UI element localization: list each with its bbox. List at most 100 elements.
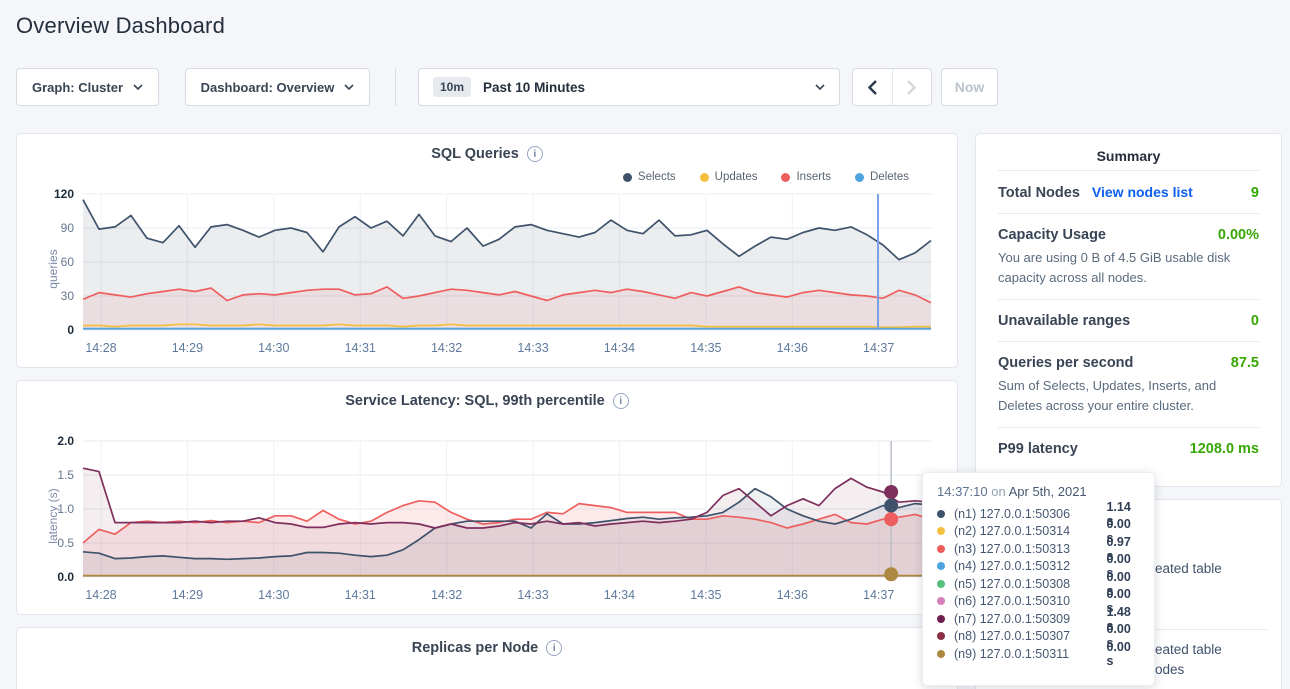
svg-text:0.0: 0.0 (57, 570, 74, 584)
svg-text:2.0: 2.0 (57, 434, 74, 448)
summary-label: Queries per second (998, 355, 1134, 371)
summary-panel: Summary Total Nodes View nodes list 9 Ca… (975, 133, 1282, 487)
summary-value: 9 (1250, 185, 1259, 201)
sql-queries-title: SQL Queries i (17, 146, 957, 162)
svg-text:14:29: 14:29 (172, 588, 203, 602)
svg-text:120: 120 (54, 187, 74, 201)
chevron-down-icon (133, 84, 143, 90)
summary-subtext: You are using 0 B of 4.5 GiB usable disk… (998, 250, 1231, 285)
svg-text:14:28: 14:28 (85, 341, 116, 355)
legend-dot-icon (622, 172, 632, 182)
svg-text:14:28: 14:28 (85, 588, 116, 602)
summary-label: Capacity Usage (998, 227, 1106, 243)
node-color-dot-icon (937, 649, 945, 658)
svg-text:14:34: 14:34 (604, 341, 635, 355)
node-color-dot-icon (937, 509, 945, 518)
svg-text:14:33: 14:33 (517, 588, 548, 602)
tooltip-date: Apr 5th, 2021 (1008, 484, 1087, 499)
svg-text:0.5: 0.5 (57, 536, 74, 550)
summary-row-total-nodes: Total Nodes View nodes list 9 (998, 170, 1259, 213)
summary-label: Total Nodes (998, 185, 1080, 201)
chart-legend: Selects Updates Inserts Deletes (622, 171, 909, 183)
now-button[interactable]: Now (941, 68, 998, 106)
tooltip-time: 14:37:10 (937, 484, 988, 499)
service-latency-title: Service Latency: SQL, 99th percentile i (17, 393, 957, 409)
event-text-fragment: odes (1155, 662, 1185, 677)
event-text-fragment: eated table (1155, 561, 1222, 576)
summary-value: 87.5 (1230, 355, 1259, 371)
tooltip-on: on (991, 484, 1006, 499)
chart-title-text: Service Latency: SQL, 99th percentile (345, 393, 605, 409)
svg-text:14:35: 14:35 (690, 588, 721, 602)
chevron-left-icon (867, 79, 877, 95)
toolbar-divider (395, 68, 396, 106)
dashboard-dropdown[interactable]: Dashboard: Overview (185, 68, 370, 106)
svg-text:14:30: 14:30 (258, 588, 289, 602)
node-color-dot-icon (937, 544, 945, 553)
legend-item-deletes[interactable]: Deletes (855, 171, 909, 183)
time-next-button[interactable] (892, 69, 931, 105)
svg-text:60: 60 (61, 255, 75, 269)
summary-value: 0 (1250, 313, 1259, 329)
tooltip-row: (n9) 127.0.0.1:50311 0.00 s (937, 640, 1140, 668)
replicas-per-node-title: Replicas per Node i (17, 640, 957, 656)
tooltip-row: (n2) 127.0.0.1:50314 0.00 s (937, 517, 1140, 545)
svg-text:14:32: 14:32 (431, 341, 462, 355)
tooltip-row: (n1) 127.0.0.1:50306 1.14 s (937, 500, 1140, 528)
service-latency-panel: Service Latency: SQL, 99th percentile i … (16, 380, 958, 615)
sql-queries-chart[interactable]: 0 30 60 90 120 14:28 14:29 14:30 14:31 14:32 14:33… (17, 182, 959, 358)
replicas-per-node-panel: Replicas per Node i (16, 627, 958, 689)
view-nodes-list-link[interactable]: View nodes list (1091, 184, 1193, 200)
node-color-dot-icon (937, 614, 945, 623)
summary-value: 0.00% (1217, 227, 1259, 243)
svg-text:14:34: 14:34 (604, 588, 635, 602)
time-range-badge: 10m (433, 77, 472, 97)
dashboard-dropdown-label: Dashboard: Overview (200, 79, 335, 95)
legend-dot-icon (855, 172, 864, 182)
info-icon[interactable]: i (526, 146, 543, 162)
time-prev-button[interactable] (853, 69, 893, 105)
chart-title-text: Replicas per Node (411, 640, 539, 656)
time-range-dropdown[interactable]: 10m Past 10 Minutes (418, 68, 840, 106)
legend-item-inserts[interactable]: Inserts (781, 171, 831, 183)
svg-text:14:29: 14:29 (172, 341, 203, 355)
graph-dropdown[interactable]: Graph: Cluster (16, 68, 159, 106)
tooltip-row: (n7) 127.0.0.1:50309 1.48 s (937, 605, 1140, 633)
summary-row-p99-latency: P99 latency 1208.0 ms (998, 427, 1259, 469)
tooltip-row: (n5) 127.0.0.1:50308 0.00 s (937, 570, 1140, 598)
svg-text:0: 0 (67, 323, 74, 337)
svg-text:1.0: 1.0 (57, 502, 74, 516)
service-latency-chart[interactable]: 0.0 0.5 1.0 1.5 2.0 14:28 14:29 14:30 14:31 14:32… (17, 429, 959, 605)
svg-text:14:36: 14:36 (777, 341, 808, 355)
tooltip-header: 14:37:10 on Apr 5th, 2021 (937, 484, 1140, 499)
legend-dot-icon (781, 172, 791, 182)
summary-value: 1208.0 ms (1189, 441, 1259, 457)
summary-row-capacity-usage: Capacity Usage 0.00% You are using 0 B o… (998, 213, 1259, 299)
node-color-dot-icon (937, 579, 945, 588)
svg-text:1.5: 1.5 (57, 468, 74, 482)
time-pager (852, 68, 932, 106)
svg-text:14:37: 14:37 (863, 588, 894, 602)
info-icon[interactable]: i (546, 640, 563, 656)
svg-text:14:36: 14:36 (777, 588, 808, 602)
chart-title-text: SQL Queries (431, 146, 519, 162)
chevron-down-icon (815, 84, 825, 90)
summary-row-queries-per-second: Queries per second 87.5 Sum of Selects, … (998, 341, 1259, 427)
page-title: Overview Dashboard (16, 13, 226, 38)
tooltip-row: (n3) 127.0.0.1:50313 0.97 s (937, 535, 1140, 563)
info-icon[interactable]: i (612, 393, 629, 409)
tooltip-row: (n6) 127.0.0.1:50310 0.00 s (937, 587, 1140, 615)
legend-item-updates[interactable]: Updates (699, 171, 757, 183)
summary-label: P99 latency (998, 441, 1078, 457)
chevron-right-icon (907, 79, 917, 95)
chart-tooltip: 14:37:10 on Apr 5th, 2021 (n1) 127.0.0.1… (922, 472, 1155, 686)
node-color-dot-icon (937, 632, 945, 641)
chevron-down-icon (344, 84, 354, 90)
legend-item-selects[interactable]: Selects (622, 171, 676, 183)
svg-text:14:35: 14:35 (690, 341, 721, 355)
node-color-dot-icon (937, 597, 945, 606)
tooltip-row: (n8) 127.0.0.1:50307 0.00 s (937, 622, 1140, 650)
summary-title: Summary (1096, 148, 1161, 164)
sql-queries-panel: SQL Queries i Selects Updates Inserts Delet… (16, 133, 958, 368)
graph-dropdown-label: Graph: Cluster (31, 79, 123, 95)
